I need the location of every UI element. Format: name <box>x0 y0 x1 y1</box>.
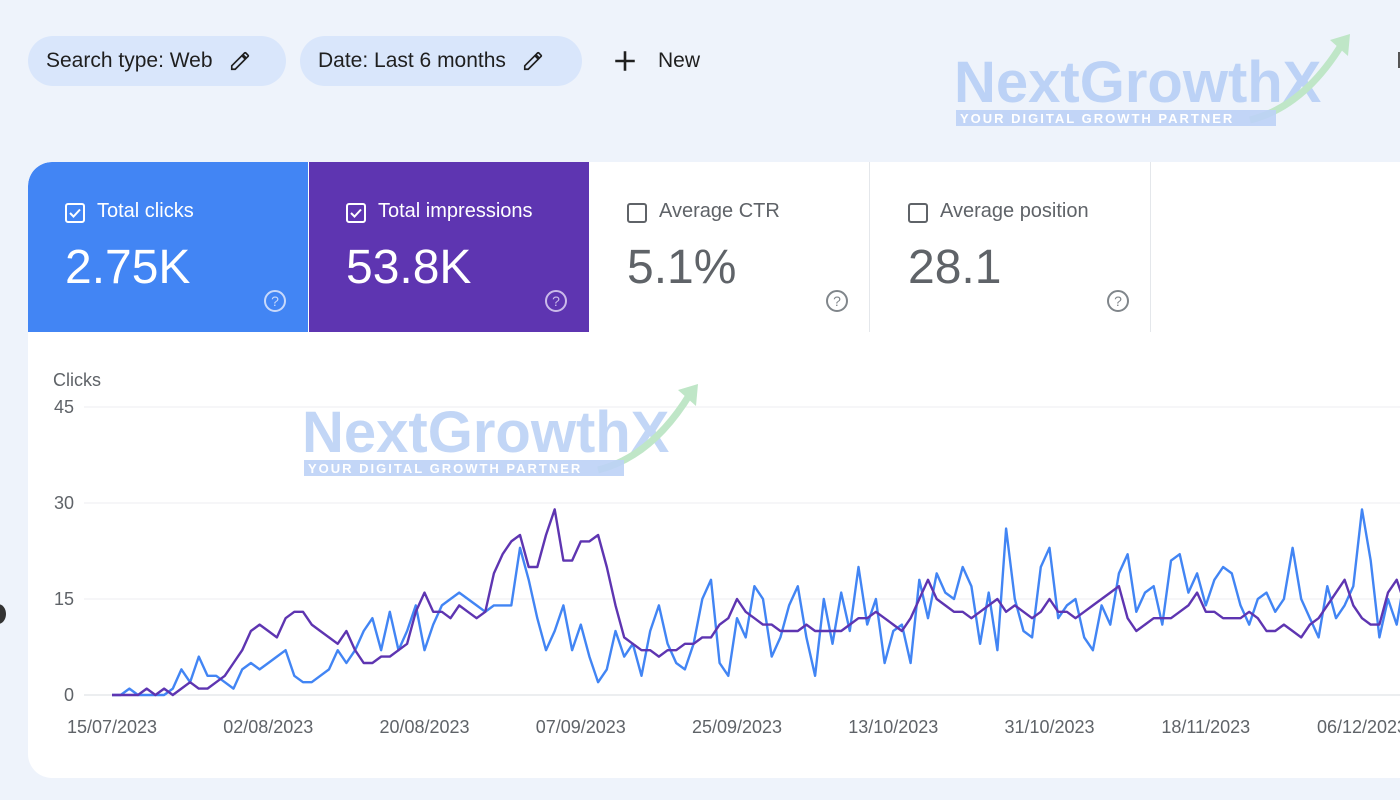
metric-value: 2.75K <box>65 241 191 294</box>
metric-value: 5.1% <box>627 241 737 294</box>
svg-text:?: ? <box>1114 293 1122 309</box>
performance-line-chart[interactable]: 0 15 30 45 15/07/2023 02/08/2023 20/08/2023 07… <box>28 332 1400 778</box>
performance-chart-panel: Clicks 0 15 30 45 15/07/2023 02/08/2023 20/08… <box>28 332 1400 778</box>
help-icon[interactable]: ? <box>263 289 287 313</box>
metric-card-average-position[interactable]: Average position 28.1 ? <box>871 162 1151 332</box>
y-tick-label: 0 <box>64 685 74 705</box>
svg-text:?: ? <box>271 293 279 309</box>
checkbox-checked-icon[interactable] <box>65 203 85 223</box>
x-tick-label: 02/08/2023 <box>223 717 313 737</box>
impressions-series-line[interactable] <box>112 452 1400 697</box>
edit-pencil-icon[interactable] <box>229 50 251 72</box>
help-icon[interactable]: ? <box>825 289 849 313</box>
metric-value: 28.1 <box>908 241 1002 294</box>
metric-card-total-impressions[interactable]: Total impressions 53.8K ? <box>309 162 589 332</box>
overflow-edge-marker <box>1398 52 1400 68</box>
date-filter-chip[interactable]: Date: Last 6 months <box>300 36 582 86</box>
clicks-series-line[interactable] <box>112 433 1400 697</box>
x-tick-label: 15/07/2023 <box>67 717 157 737</box>
search-type-filter-chip[interactable]: Search type: Web <box>28 36 286 86</box>
x-tick-label: 13/10/2023 <box>848 717 938 737</box>
help-icon[interactable]: ? <box>1106 289 1130 313</box>
y-tick-label: 45 <box>54 397 74 417</box>
x-tick-label: 06/12/2023 <box>1317 717 1400 737</box>
x-tick-label: 18/11/2023 <box>1161 717 1250 737</box>
chart-y-axis-label: Clicks <box>53 370 101 390</box>
new-filter-label: New <box>658 49 701 72</box>
plus-icon <box>615 51 635 71</box>
new-filter-button[interactable]: New <box>612 44 700 78</box>
checkbox-unchecked-icon[interactable] <box>908 203 928 223</box>
metric-title: Total clicks <box>97 200 194 222</box>
scroll-indicator-dot[interactable] <box>0 604 6 624</box>
checkbox-checked-icon[interactable] <box>346 203 366 223</box>
metric-title: Average CTR <box>659 200 780 222</box>
metric-title: Average position <box>940 200 1089 222</box>
y-tick-label: 15 <box>54 589 74 609</box>
search-type-filter-label: Search type: Web <box>46 49 213 72</box>
metric-title: Total impressions <box>378 200 533 222</box>
metric-value: 53.8K <box>346 241 472 294</box>
metric-cards: Total clicks 2.75K ? Total impressions 5… <box>28 162 1400 332</box>
date-filter-label: Date: Last 6 months <box>318 49 506 72</box>
x-tick-label: 31/10/2023 <box>1004 717 1094 737</box>
svg-text:?: ? <box>833 293 841 309</box>
y-tick-label: 30 <box>54 493 74 513</box>
help-icon[interactable]: ? <box>544 289 568 313</box>
filter-bar: Search type: Web Date: Last 6 months New <box>0 0 1400 150</box>
svg-text:?: ? <box>552 293 560 309</box>
metric-card-average-ctr[interactable]: Average CTR 5.1% ? <box>590 162 870 332</box>
x-tick-label: 20/08/2023 <box>379 717 469 737</box>
edit-pencil-icon[interactable] <box>522 50 544 72</box>
x-tick-label: 07/09/2023 <box>536 717 626 737</box>
metric-card-total-clicks[interactable]: Total clicks 2.75K ? <box>28 162 308 332</box>
checkbox-unchecked-icon[interactable] <box>627 203 647 223</box>
x-tick-label: 25/09/2023 <box>692 717 782 737</box>
